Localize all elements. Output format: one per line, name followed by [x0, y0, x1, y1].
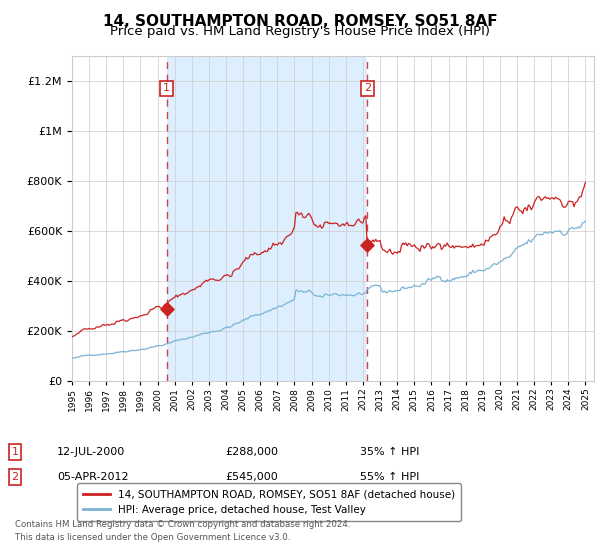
Text: Price paid vs. HM Land Registry's House Price Index (HPI): Price paid vs. HM Land Registry's House … [110, 25, 490, 38]
Text: £288,000: £288,000 [225, 447, 278, 457]
Legend: 14, SOUTHAMPTON ROAD, ROMSEY, SO51 8AF (detached house), HPI: Average price, det: 14, SOUTHAMPTON ROAD, ROMSEY, SO51 8AF (… [77, 483, 461, 521]
Text: 1: 1 [163, 83, 170, 94]
Text: 35% ↑ HPI: 35% ↑ HPI [360, 447, 419, 457]
Text: 2: 2 [11, 472, 19, 482]
Text: This data is licensed under the Open Government Licence v3.0.: This data is licensed under the Open Gov… [15, 533, 290, 542]
Text: 14, SOUTHAMPTON ROAD, ROMSEY, SO51 8AF: 14, SOUTHAMPTON ROAD, ROMSEY, SO51 8AF [103, 14, 497, 29]
Bar [167, 56, 367, 381]
Text: 05-APR-2012: 05-APR-2012 [57, 472, 128, 482]
Text: £545,000: £545,000 [225, 472, 278, 482]
Text: 2: 2 [364, 83, 371, 94]
Point [162, 305, 172, 314]
Text: 1: 1 [11, 447, 19, 457]
Text: 55% ↑ HPI: 55% ↑ HPI [360, 472, 419, 482]
Point [362, 240, 372, 249]
Text: Contains HM Land Registry data © Crown copyright and database right 2024.: Contains HM Land Registry data © Crown c… [15, 520, 350, 529]
Text: 12-JUL-2000: 12-JUL-2000 [57, 447, 125, 457]
